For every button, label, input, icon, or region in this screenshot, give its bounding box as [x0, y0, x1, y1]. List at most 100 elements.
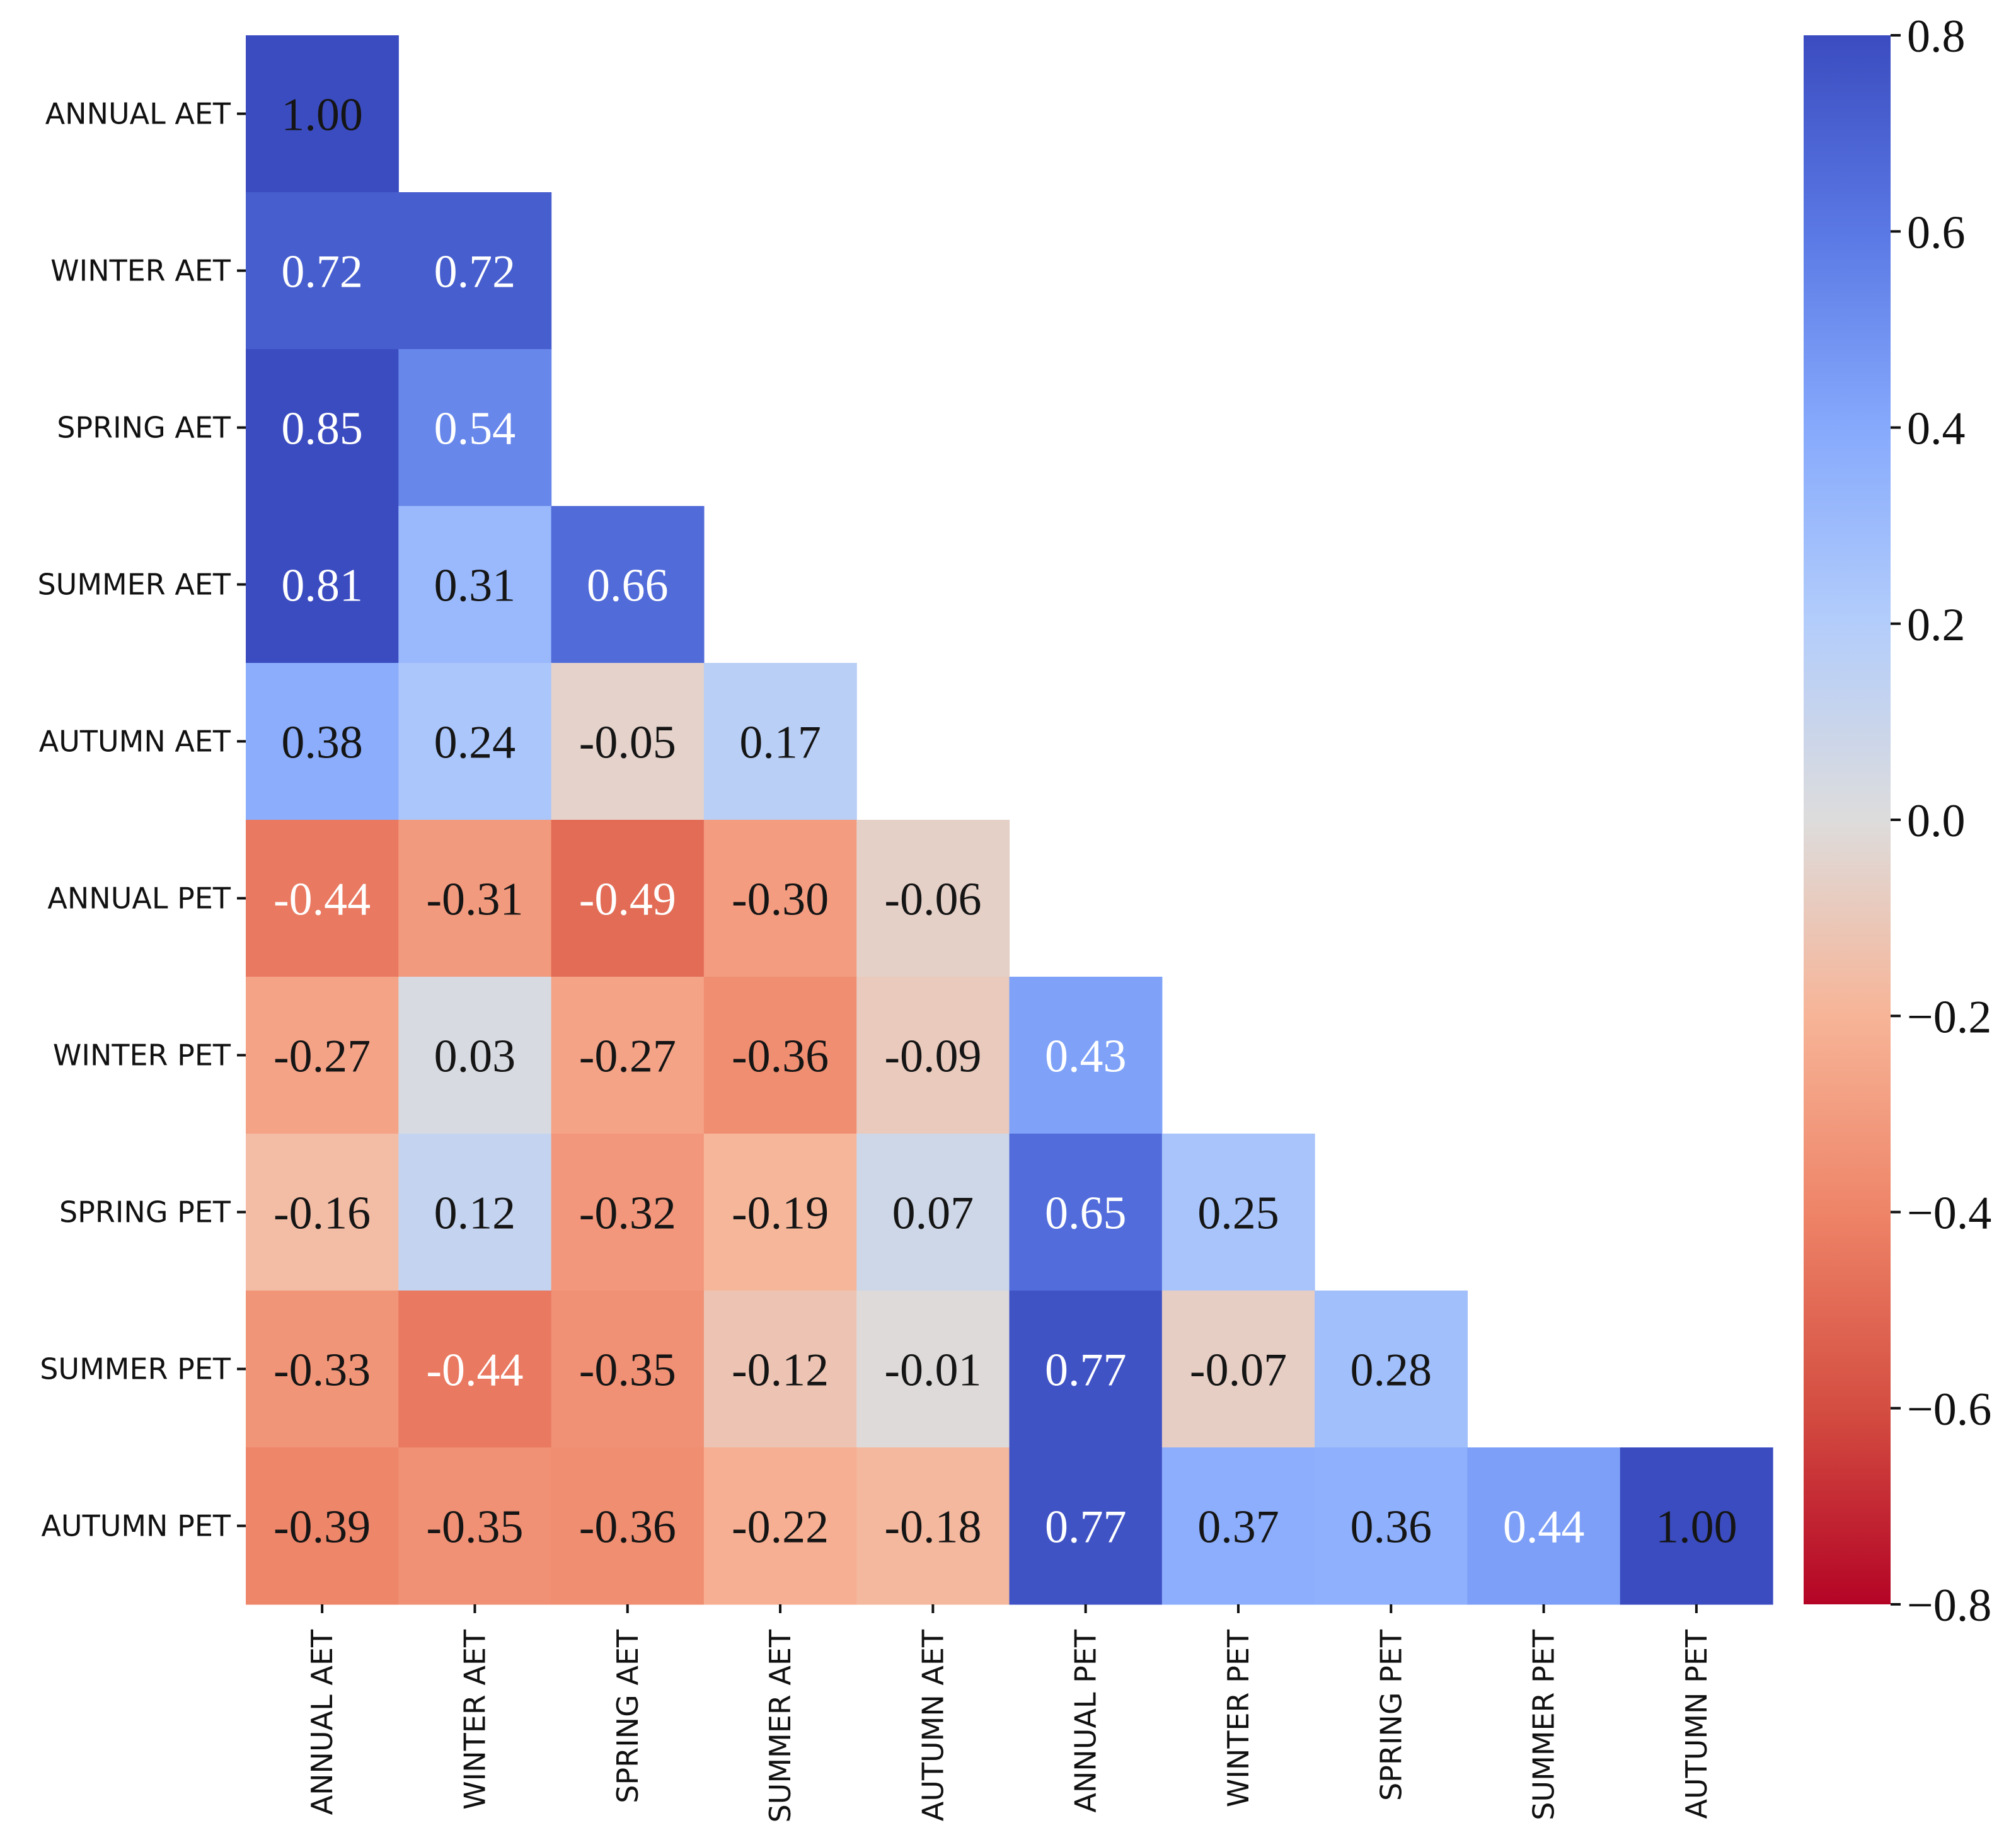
- cell-value-label: 0.44: [1503, 1502, 1585, 1553]
- heatmap-cell-spring-pet-winter-aet: [398, 1134, 552, 1291]
- cell-value-label: -0.36: [732, 1031, 829, 1083]
- column-label-autumn-pet: AUTUMN PET: [1679, 1629, 1714, 1819]
- cell-value-label: -0.44: [426, 1345, 523, 1396]
- cell-value-label: -0.39: [274, 1502, 371, 1553]
- heatmap-cell-summer-pet-spring-aet: [551, 1291, 705, 1448]
- cell-value-label: -0.22: [732, 1502, 829, 1553]
- colorbar-gradient: [1804, 35, 1891, 1604]
- cell-value-label: -0.06: [884, 874, 981, 926]
- cell-value-label: -0.33: [274, 1345, 371, 1396]
- heatmap-cell-spring-pet-annual-pet: [1009, 1134, 1163, 1291]
- cell-value-label: 0.54: [434, 403, 516, 455]
- row-label-annual-pet: ANNUAL PET: [47, 882, 231, 916]
- heatmap-cell-summer-pet-summer-aet: [703, 1291, 857, 1448]
- cell-value-label: -0.27: [274, 1031, 371, 1083]
- cell-value-label: 0.81: [281, 560, 363, 612]
- heatmap-cell-annual-pet-winter-aet: [398, 820, 552, 977]
- heatmap-cell-autumn-aet-summer-aet: [703, 663, 857, 820]
- colorbar-tick-label: −0.6: [1907, 1384, 1991, 1435]
- cell-value-label: -0.44: [274, 874, 371, 926]
- row-label-spring-aet: SPRING AET: [57, 411, 231, 445]
- colorbar-tick-label: −0.2: [1907, 991, 1991, 1043]
- heatmap-cell-annual-pet-annual-aet: [246, 820, 399, 977]
- heatmap-cell-winter-pet-winter-aet: [398, 977, 552, 1134]
- cell-value-label: -0.01: [884, 1345, 981, 1396]
- row-label-summer-pet: SUMMER PET: [40, 1352, 231, 1386]
- heatmap-cell-autumn-pet-winter-aet: [398, 1447, 552, 1605]
- cell-value-label: -0.36: [579, 1502, 676, 1553]
- cell-value-label: 0.72: [281, 246, 363, 298]
- cell-value-label: 0.12: [434, 1188, 516, 1239]
- colorbar-tick-label: −0.4: [1907, 1188, 1991, 1239]
- cell-value-label: 0.38: [281, 717, 363, 769]
- colorbar-tick-label: −0.8: [1907, 1580, 1991, 1631]
- colorbar-tick-label: 0.6: [1907, 207, 1966, 258]
- cell-value-label: -0.32: [579, 1188, 676, 1239]
- heatmap-cell-winter-pet-annual-pet: [1009, 977, 1163, 1134]
- heatmap-cell-summer-pet-annual-aet: [246, 1291, 399, 1448]
- colorbar-tick-label: 0.0: [1907, 795, 1966, 847]
- cell-value-label: 0.77: [1045, 1345, 1127, 1396]
- heatmap-cell-spring-pet-annual-aet: [246, 1134, 399, 1291]
- cell-value-label: 0.03: [434, 1031, 516, 1083]
- heatmap-cell-winter-pet-annual-aet: [246, 977, 399, 1134]
- row-label-spring-pet: SPRING PET: [59, 1195, 231, 1229]
- heatmap-cell-autumn-pet-annual-aet: [246, 1447, 399, 1605]
- cell-value-label: 1.00: [1656, 1502, 1737, 1553]
- cell-value-label: -0.35: [426, 1502, 523, 1553]
- heatmap-cells: [246, 35, 1773, 1605]
- cell-value-label: -0.07: [1190, 1345, 1287, 1396]
- heatmap-cell-summer-pet-autumn-aet: [856, 1291, 1010, 1448]
- column-label-spring-pet: SPRING PET: [1374, 1629, 1408, 1801]
- heatmap-cell-autumn-pet-summer-aet: [703, 1447, 857, 1605]
- heatmap-cell-winter-pet-autumn-aet: [856, 977, 1010, 1134]
- column-label-winter-aet: WINTER AET: [458, 1629, 492, 1810]
- heatmap-cell-annual-pet-autumn-aet: [856, 820, 1010, 977]
- heatmap-cell-summer-pet-annual-pet: [1009, 1291, 1163, 1448]
- heatmap-cell-spring-pet-spring-aet: [551, 1134, 705, 1291]
- row-label-annual-aet: ANNUAL AET: [45, 97, 231, 131]
- heatmap-cell-autumn-pet-winter-pet: [1161, 1447, 1315, 1605]
- heatmap-cell-autumn-aet-winter-aet: [398, 663, 552, 820]
- column-label-autumn-aet: AUTUMN AET: [916, 1629, 950, 1821]
- heatmap-cell-autumn-pet-summer-pet: [1467, 1447, 1621, 1605]
- row-label-autumn-aet: AUTUMN AET: [39, 725, 231, 759]
- row-label-winter-pet: WINTER PET: [53, 1038, 231, 1072]
- column-label-annual-aet: ANNUAL AET: [305, 1629, 339, 1815]
- cell-value-label: 0.17: [739, 717, 821, 769]
- cell-value-label: -0.09: [884, 1031, 981, 1083]
- heatmap-cell-summer-aet-annual-aet: [246, 506, 399, 664]
- column-label-spring-aet: SPRING AET: [611, 1629, 645, 1803]
- heatmap-cell-spring-pet-winter-pet: [1161, 1134, 1315, 1291]
- cell-value-label: 0.72: [434, 246, 516, 298]
- heatmap-cell-autumn-pet-autumn-pet: [1620, 1447, 1773, 1605]
- heatmap-cell-summer-pet-spring-pet: [1315, 1291, 1468, 1448]
- cell-value-label: -0.18: [884, 1502, 981, 1553]
- heatmap-cell-autumn-pet-spring-pet: [1315, 1447, 1468, 1605]
- colorbar: 0.8 0.6 0.4 0.2 0.0 −0.2 −0.4 −0.6 −0.8: [1804, 11, 1991, 1631]
- cell-value-label: 0.77: [1045, 1502, 1127, 1553]
- cell-value-label: 0.28: [1351, 1345, 1432, 1396]
- heatmap-cell-autumn-aet-spring-aet: [551, 663, 705, 820]
- column-label-annual-pet: ANNUAL PET: [1069, 1629, 1103, 1812]
- heatmap-cell-annual-aet-annual-aet: [246, 35, 399, 193]
- heatmap-cell-summer-pet-winter-pet: [1161, 1291, 1315, 1448]
- cell-value-label: 0.85: [281, 403, 363, 455]
- cell-value-label: -0.12: [732, 1345, 829, 1396]
- cell-value-label: 0.43: [1045, 1031, 1127, 1083]
- heatmap-cell-summer-aet-spring-aet: [551, 506, 705, 664]
- cell-value-label: -0.27: [579, 1031, 676, 1083]
- heatmap-cell-summer-aet-winter-aet: [398, 506, 552, 664]
- colorbar-tick-label: 0.8: [1907, 11, 1966, 62]
- cell-value-label: -0.30: [732, 874, 829, 926]
- colorbar-tick-label: 0.2: [1907, 599, 1966, 651]
- column-label-summer-aet: SUMMER AET: [763, 1629, 797, 1822]
- row-label-autumn-pet: AUTUMN PET: [41, 1509, 231, 1543]
- cell-value-label: 1.00: [281, 89, 363, 141]
- cell-value-label: -0.35: [579, 1345, 676, 1396]
- cell-value-label: 0.36: [1351, 1502, 1432, 1553]
- heatmap-cell-spring-pet-summer-aet: [703, 1134, 857, 1291]
- cell-value-label: 0.31: [434, 560, 516, 612]
- heatmap-cell-winter-pet-summer-aet: [703, 977, 857, 1134]
